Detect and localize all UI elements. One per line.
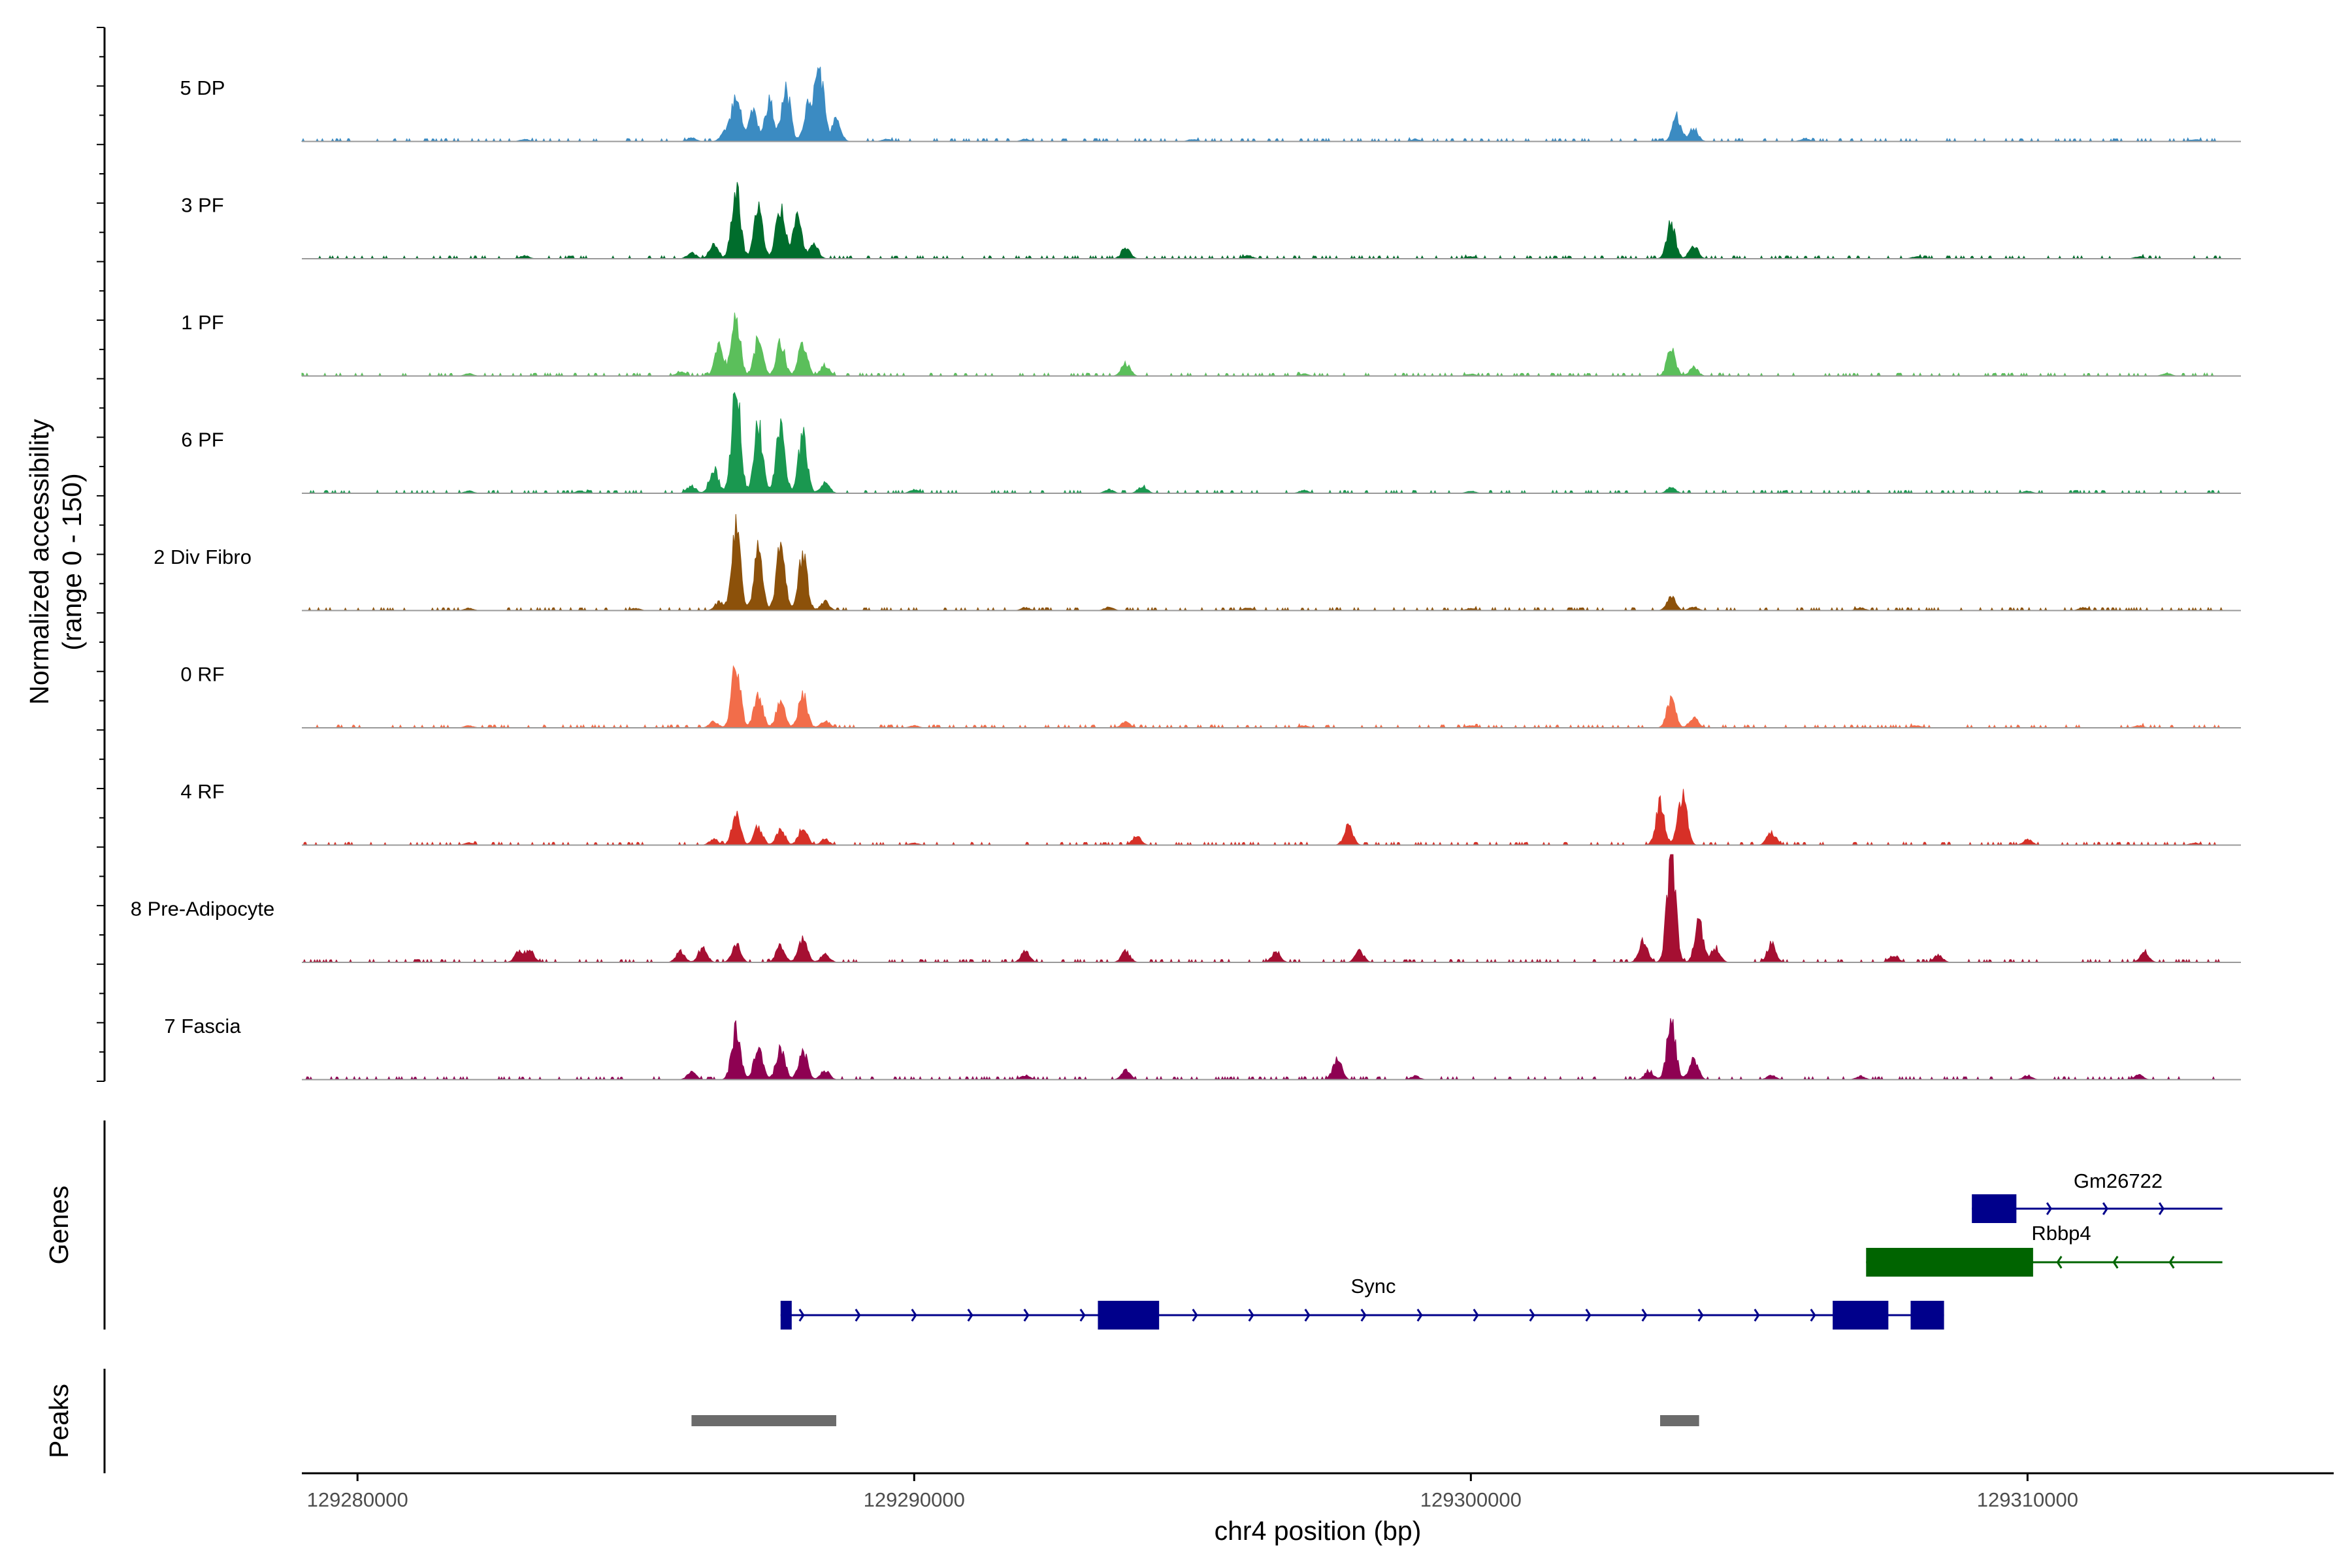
strand-arrow-icon xyxy=(855,1309,861,1322)
track-label: 6 PF xyxy=(181,429,223,451)
peaks-axis-title: Peaks xyxy=(44,1384,74,1458)
track-label: 2 Div Fibro xyxy=(154,546,252,568)
strand-arrow-icon xyxy=(1473,1309,1479,1322)
strand-arrow-icon xyxy=(2158,1202,2164,1215)
strand-arrow-icon xyxy=(1023,1309,1030,1322)
strand-arrow-icon xyxy=(2056,1256,2063,1269)
strand-arrow-icon xyxy=(967,1309,973,1322)
track-label: 5 DP xyxy=(180,76,225,99)
gene-exon xyxy=(1833,1301,1889,1330)
track-label: 8 Pre-Adipocyte xyxy=(131,898,275,921)
strand-arrow-icon xyxy=(1641,1309,1648,1322)
track-3-pf: 3 PF xyxy=(181,182,2241,260)
peak-region-bar xyxy=(1660,1415,1699,1426)
strand-arrow-icon xyxy=(1079,1309,1086,1322)
coverage-area xyxy=(302,854,2223,964)
y-axis-title-line2: (range 0 - 150) xyxy=(57,473,87,650)
strand-arrow-icon xyxy=(1754,1309,1760,1322)
coverage-area xyxy=(302,1018,2223,1081)
strand-arrow-icon xyxy=(2168,1256,2175,1269)
strand-arrow-icon xyxy=(2046,1202,2052,1215)
x-axis-ticks: 129280000 129290000 129300000 129310000 xyxy=(307,1473,2078,1511)
coverage-area xyxy=(301,67,2223,142)
gene-exon xyxy=(780,1301,792,1330)
x-axis-title: chr4 position (bp) xyxy=(1215,1516,1422,1546)
x-axis: 129280000 129290000 129300000 129310000 chr… xyxy=(302,1472,2334,1546)
strand-arrow-icon xyxy=(1697,1309,1704,1322)
track-label: 4 RF xyxy=(180,780,224,803)
peak-regions xyxy=(691,1415,1699,1426)
gene-gm26722: Gm26722 xyxy=(1972,1169,2223,1223)
x-tick-label: 129310000 xyxy=(1977,1488,2078,1511)
gene-exon xyxy=(1910,1301,1944,1330)
strand-arrow-icon xyxy=(911,1309,917,1322)
gene-exon xyxy=(1972,1194,2017,1223)
strand-arrow-icon xyxy=(1810,1309,1816,1322)
gene-label: Sync xyxy=(1351,1275,1396,1298)
track-label: 3 PF xyxy=(181,194,223,217)
peak-region-bar xyxy=(691,1415,836,1426)
track-4-rf: 4 RF xyxy=(180,780,2241,846)
coverage-area xyxy=(302,514,2223,612)
track-7-fascia: 7 Fascia xyxy=(164,1015,2241,1081)
strand-arrow-icon xyxy=(1248,1309,1254,1322)
peaks-panel: Peaks xyxy=(44,1369,1699,1473)
track-8-pre-adipocyte: 8 Pre-Adipocyte xyxy=(131,854,2241,964)
gene-rbbp4: Rbbp4 xyxy=(1866,1222,2223,1277)
strand-arrow-icon xyxy=(1304,1309,1311,1322)
genes-panel: Genes Gm26722 Rbbp4 Sync xyxy=(44,1120,2223,1330)
track-label: 7 Fascia xyxy=(164,1015,241,1037)
coverage-area xyxy=(302,789,2223,846)
gene-exon xyxy=(1098,1301,1160,1330)
x-tick-label: 129300000 xyxy=(1420,1488,1522,1511)
coverage-area xyxy=(302,391,2223,495)
coverage-tracks: 5 DP 3 PF 1 PF 6 PF 2 Div Fibro 0 RF 4 RF 8 Pre… xyxy=(131,67,2241,1081)
x-tick-label: 129280000 xyxy=(307,1488,408,1511)
track-5-dp: 5 DP xyxy=(180,67,2241,142)
gene-label: Rbbp4 xyxy=(2031,1222,2091,1245)
coverage-area xyxy=(302,664,2223,729)
track-label: 0 RF xyxy=(180,663,224,686)
strand-arrow-icon xyxy=(2112,1256,2119,1269)
strand-arrow-icon xyxy=(1529,1309,1535,1322)
track-label: 1 PF xyxy=(181,311,223,334)
gene-models: Gm26722 Rbbp4 Sync xyxy=(780,1169,2223,1330)
track-2-div-fibro: 2 Div Fibro xyxy=(154,514,2241,612)
strand-arrow-icon xyxy=(1192,1309,1198,1322)
track-0-rf: 0 RF xyxy=(180,663,2241,729)
gene-sync: Sync xyxy=(780,1275,1944,1330)
coverage-area xyxy=(302,182,2223,260)
y-axis: Normalized accessibility (range 0 - 150) xyxy=(24,27,106,1082)
genes-axis-title: Genes xyxy=(44,1186,74,1265)
track-6-pf: 6 PF xyxy=(181,391,2241,495)
gene-exon xyxy=(1866,1248,2033,1277)
y-axis-title-line1: Normalized accessibility xyxy=(24,419,54,705)
strand-arrow-icon xyxy=(798,1309,805,1322)
x-tick-label: 129290000 xyxy=(864,1488,965,1511)
y-axis-ticks xyxy=(97,27,105,1082)
strand-arrow-icon xyxy=(2102,1202,2108,1215)
strand-arrow-icon xyxy=(1585,1309,1592,1322)
track-1-pf: 1 PF xyxy=(181,311,2241,377)
gene-label: Gm26722 xyxy=(2074,1169,2163,1192)
strand-arrow-icon xyxy=(1360,1309,1367,1322)
strand-arrow-icon xyxy=(1416,1309,1423,1322)
coverage-area xyxy=(301,312,2223,377)
